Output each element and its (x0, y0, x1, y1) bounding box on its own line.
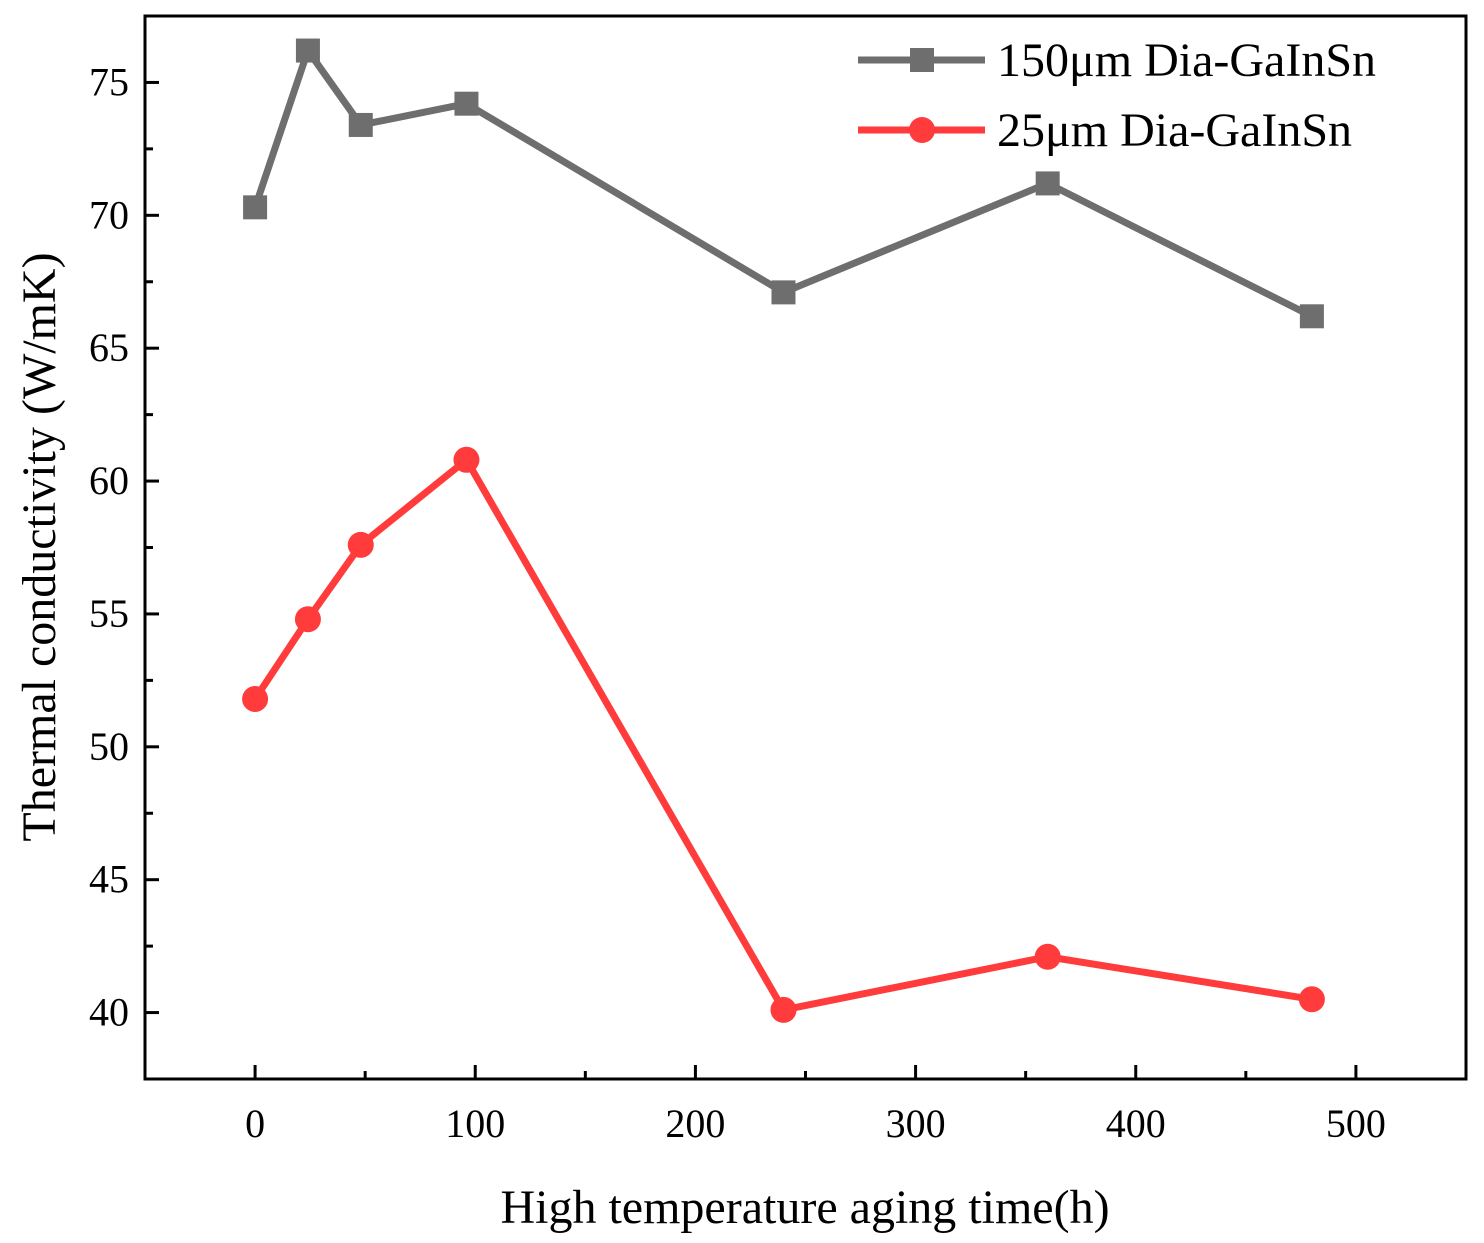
y-tick-label: 60 (89, 458, 129, 503)
data-point-circle (1034, 943, 1061, 970)
y-tick-label: 65 (89, 325, 129, 370)
x-tick-label: 500 (1326, 1101, 1386, 1146)
series-lines (251, 47, 1314, 1014)
legend-label-25um: 25μm Dia-GaInSn (997, 104, 1352, 157)
legend-marker-150um (910, 48, 934, 72)
legend-label-150um: 150μm Dia-GaInSn (997, 34, 1376, 87)
y-tick-label: 75 (89, 59, 129, 104)
axis-ticks (143, 14, 1468, 1081)
plot-frame (143, 14, 1468, 1081)
x-tick-label: 400 (1106, 1101, 1166, 1146)
data-point-circle (1298, 986, 1325, 1013)
x-tick-label: 200 (665, 1101, 725, 1146)
series-line-0 (251, 47, 1314, 320)
data-point-square (771, 280, 796, 305)
y-axis-title: Thermal conductivity (W/mK) (13, 252, 66, 841)
y-tick-label: 70 (89, 192, 129, 237)
data-point-square (1299, 304, 1324, 329)
x-tick-label: 300 (886, 1101, 946, 1146)
y-tick-label: 45 (89, 857, 129, 902)
data-point-circle (294, 606, 321, 633)
y-tick-label: 40 (89, 990, 129, 1035)
series-markers (242, 38, 1325, 1023)
legend: 150μm Dia-GaInSn 25μm Dia-GaInSn (858, 34, 1376, 157)
data-point-square (243, 195, 268, 220)
data-point-square (295, 38, 320, 63)
y-tick-label: 55 (89, 591, 129, 636)
data-point-circle (242, 685, 269, 712)
legend-marker-25um (909, 117, 935, 143)
series-line-1 (252, 456, 1313, 1014)
x-tick-label: 100 (445, 1101, 505, 1146)
data-point-circle (770, 996, 797, 1023)
x-tick-label: 0 (245, 1101, 265, 1146)
data-point-square (454, 91, 479, 116)
data-point-circle (347, 531, 374, 558)
y-tick-label: 50 (89, 724, 129, 769)
data-point-square (348, 112, 373, 137)
data-point-circle (453, 446, 480, 473)
x-axis-title: High temperature aging time(h) (500, 1181, 1109, 1234)
data-point-square (1035, 171, 1060, 196)
tick-labels: 0 100 200 300 400 500 40 45 50 55 60 65 70 75 (89, 59, 1386, 1146)
